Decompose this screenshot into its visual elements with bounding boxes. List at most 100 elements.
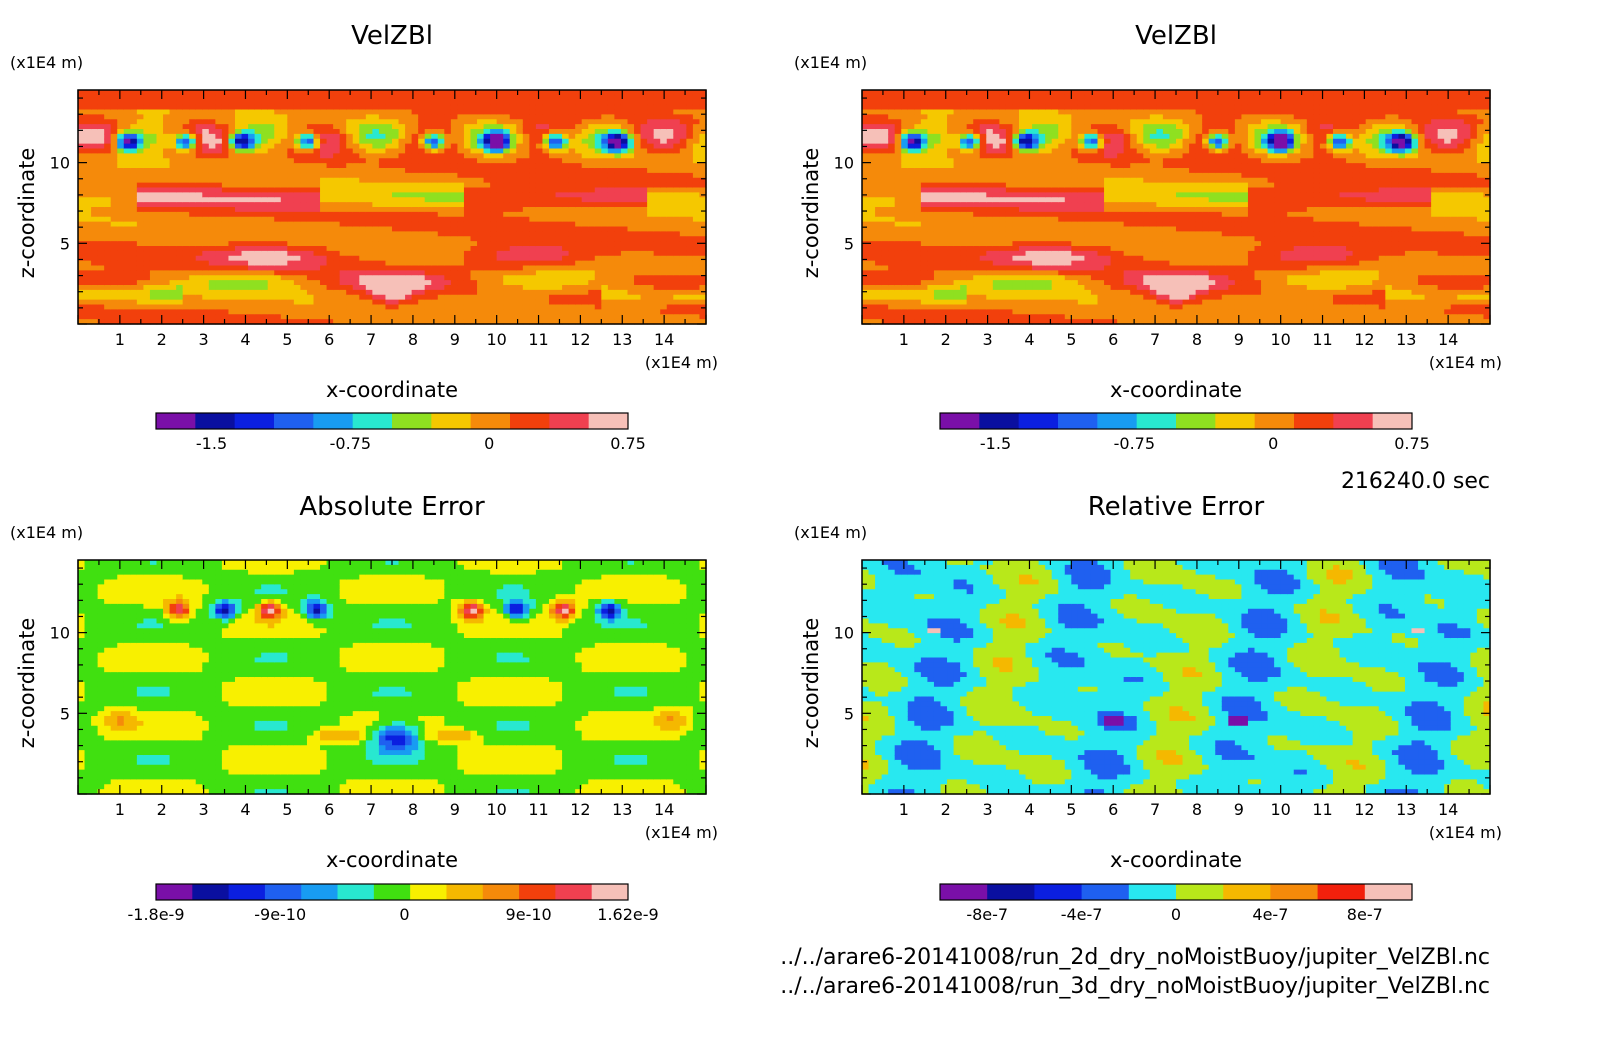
heatmap-cell [287, 109, 295, 115]
heatmap-cell [647, 99, 655, 106]
heatmap-cell [588, 148, 596, 154]
heatmap-cell [881, 163, 889, 169]
heatmap-cell [241, 304, 249, 310]
heatmap-cell [660, 280, 668, 286]
heatmap-cell [163, 226, 171, 232]
heatmap-cell [339, 202, 347, 208]
heatmap-cell [679, 138, 687, 145]
heatmap-cell [215, 168, 223, 174]
heatmap-cell [549, 236, 557, 242]
heatmap-cell [620, 275, 629, 281]
heatmap-cell [110, 314, 118, 320]
heatmap-cell [267, 187, 275, 193]
heatmap-cell [444, 319, 452, 325]
heatmap-cell [378, 255, 387, 262]
heatmap-cell [208, 280, 216, 286]
heatmap-cell [248, 265, 256, 271]
heatmap-cell [169, 236, 177, 242]
heatmap-cell [392, 172, 400, 179]
heatmap-cell [457, 221, 465, 228]
heatmap-cell [339, 119, 347, 125]
heatmap-cell [130, 192, 138, 198]
heatmap-cell [503, 309, 511, 315]
heatmap-cell [91, 299, 99, 306]
heatmap-cell [293, 143, 302, 150]
heatmap-cell [274, 246, 282, 252]
heatmap-cell [673, 133, 681, 140]
heatmap-cell [516, 197, 524, 203]
heatmap-cell [881, 177, 889, 184]
heatmap-cell [189, 304, 197, 310]
heatmap-cell [529, 158, 537, 164]
heatmap-cell [254, 260, 262, 267]
heatmap-cell [156, 280, 164, 286]
heatmap-cell [84, 163, 92, 169]
heatmap-cell [97, 231, 105, 237]
heatmap-cell [568, 172, 576, 179]
heatmap-cell [241, 143, 249, 150]
heatmap-cell [614, 299, 622, 306]
heatmap-cell [647, 304, 655, 310]
heatmap-cell [660, 221, 668, 228]
heatmap-cell [660, 231, 668, 237]
heatmap-cell [868, 241, 876, 247]
heatmap-cell [868, 94, 876, 101]
heatmap-cell [248, 202, 256, 208]
heatmap-cell [594, 231, 602, 237]
heatmap-cell [110, 309, 118, 315]
heatmap-cell [248, 182, 256, 189]
heatmap-cell [490, 265, 498, 271]
heatmap-cell [568, 241, 576, 247]
heatmap-cell [529, 270, 537, 276]
heatmap-cell [320, 172, 328, 179]
heatmap-cell [875, 289, 883, 296]
heatmap-cell [679, 289, 687, 296]
heatmap-cell [189, 309, 197, 315]
heatmap-cell [84, 99, 92, 106]
heatmap-cell [176, 163, 184, 169]
heatmap-cell [261, 163, 269, 169]
heatmap-cell [411, 280, 419, 286]
heatmap-cell [503, 314, 511, 320]
heatmap-cell [614, 124, 622, 130]
heatmap-cell [516, 294, 524, 301]
heatmap-cell [581, 202, 589, 208]
heatmap-cell [535, 221, 544, 228]
heatmap-cell [123, 289, 131, 296]
heatmap-cell [424, 309, 432, 315]
heatmap-cell [365, 280, 373, 286]
heatmap-cell [477, 202, 485, 208]
heatmap-cell [411, 143, 419, 150]
heatmap-cell [679, 294, 687, 301]
heatmap-cell [549, 260, 557, 267]
heatmap-cell [280, 94, 288, 101]
heatmap-cell [470, 182, 478, 189]
heatmap-cell [634, 90, 642, 96]
heatmap-cell [692, 177, 701, 184]
heatmap-cell [267, 119, 275, 125]
heatmap-cell [634, 250, 642, 257]
heatmap-cell [509, 94, 517, 101]
heatmap-cell [195, 294, 203, 301]
heatmap-cell [542, 294, 550, 301]
heatmap-cell [555, 255, 563, 262]
heatmap-cell [104, 265, 112, 271]
heatmap-cell [692, 192, 701, 198]
heatmap-cell [424, 211, 432, 218]
heatmap-cell [562, 211, 570, 218]
heatmap-cell [627, 241, 635, 247]
heatmap-cell [78, 99, 86, 106]
heatmap-cell [261, 231, 269, 237]
heatmap-cell [195, 99, 203, 106]
heatmap-cell [235, 192, 243, 198]
heatmap-cell [143, 168, 151, 174]
heatmap-cell [300, 202, 308, 208]
heatmap-cell [594, 309, 602, 315]
heatmap-cell [365, 221, 373, 228]
heatmap-cell [359, 197, 367, 203]
heatmap-cell [875, 319, 883, 325]
heatmap-cell [346, 275, 354, 281]
heatmap-cell [516, 231, 524, 237]
heatmap-cell [594, 143, 602, 150]
heatmap-cell [411, 90, 419, 96]
